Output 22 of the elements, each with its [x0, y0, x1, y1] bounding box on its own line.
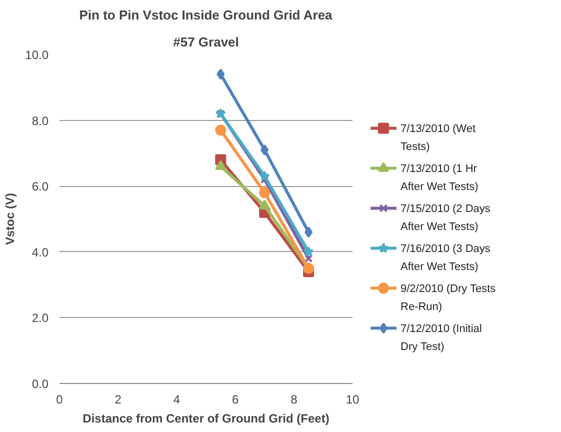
legend-label: 9/2/2010 (Dry Tests Re-Run): [400, 282, 496, 313]
y-tick-label: 2.0: [32, 311, 49, 326]
x-tick-label: 10: [346, 392, 360, 406]
x-tick-label: 8: [290, 392, 298, 406]
y-tick-label: 4.0: [32, 245, 49, 260]
x-tick-label: 2: [114, 392, 122, 406]
legend-label: 7/13/2010 (Wet Tests): [400, 122, 476, 153]
chart-title: Pin to Pin Vstoc Inside Ground Grid Area: [79, 8, 334, 22]
legend-label: 7/12/2010 (Initial Dry Test): [400, 322, 482, 353]
y-tick-label: 10.0: [25, 48, 49, 62]
legend-label: 7/13/2010 (1 Hr After Wet Tests): [400, 162, 478, 193]
x-axis-title: Distance from Center of Ground Grid (Feet): [82, 412, 330, 426]
x-tick-label: 4: [173, 392, 180, 406]
y-tick-label: 0.0: [32, 377, 49, 391]
chart-subtitle: #57 Gravel: [173, 34, 239, 50]
legend-label: 7/16/2010 (3 Days After Wet Tests): [400, 242, 491, 273]
x-tick-label: 6: [232, 392, 239, 406]
y-tick-label: 8.0: [32, 114, 49, 128]
x-tick-label: 0: [56, 392, 64, 406]
y-tick-label: 6.0: [32, 180, 49, 194]
legend-label: 7/15/2010 (2 Days After Wet Tests): [400, 202, 491, 233]
y-axis-title: Vstoc (V): [3, 192, 18, 246]
